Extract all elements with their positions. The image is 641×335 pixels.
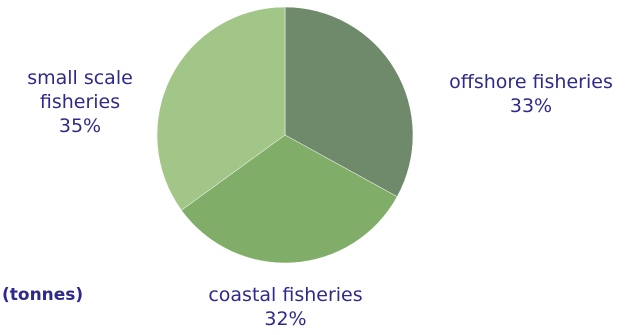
pie-slice-small-scale-fisheries — [156, 6, 286, 211]
slice-label-name: small scale fisheries — [27, 67, 133, 113]
slice-label-small-scale-fisheries: small scale fisheries 35% — [10, 66, 150, 138]
slice-label-percent: 35% — [58, 115, 102, 137]
slice-label-coastal-fisheries: coastal fisheries 32% — [178, 283, 393, 331]
slice-label-percent: 33% — [509, 95, 553, 117]
slice-label-offshore-fisheries: offshore fisheries 33% — [420, 70, 641, 118]
slice-label-name: offshore fisheries — [449, 71, 613, 93]
pie-slice-offshore-fisheries — [284, 6, 414, 197]
pie-slice-coastal-fisheries — [181, 134, 398, 264]
slice-label-percent: 32% — [264, 308, 307, 330]
slice-label-name: coastal fisheries — [208, 284, 363, 306]
unit-label: (tonnes) — [2, 285, 84, 305]
